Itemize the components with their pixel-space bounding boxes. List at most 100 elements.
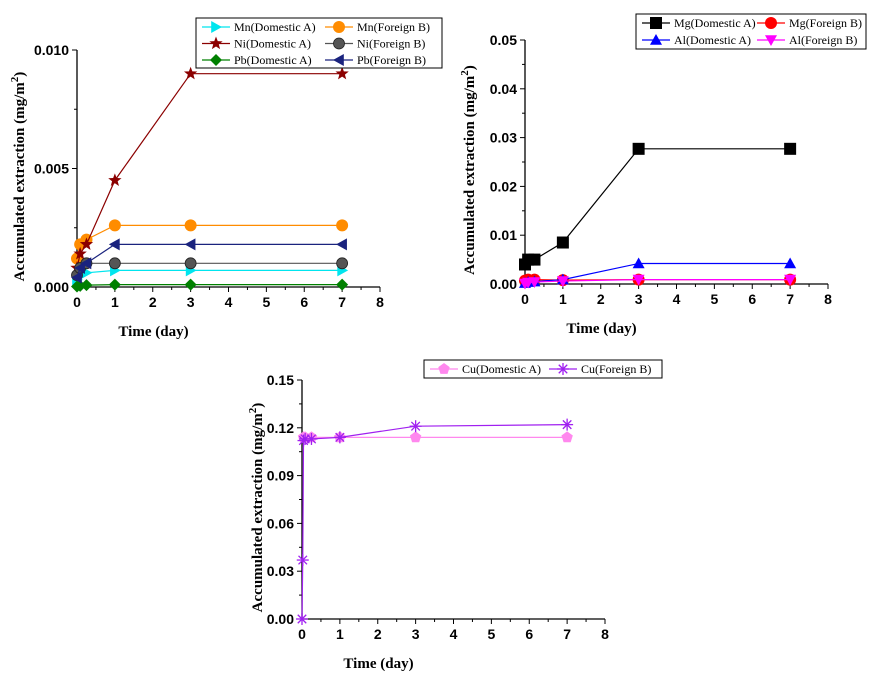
legend-label: Al(Domestic A) (674, 33, 751, 47)
chart-1: 0 1 2 3 4 5 6 7 8 0.000 0.005 0.010 Time (day) Accumu… (9, 17, 443, 340)
x-tick-label: 0 (521, 291, 529, 307)
y-axis-label-superscript: 2 (247, 407, 259, 413)
legend-marker (650, 17, 662, 29)
x-tick-label: 7 (786, 291, 794, 307)
legend-entry: Mg(Domestic A) (642, 16, 756, 30)
legend-label: Al(Foreign B) (789, 33, 857, 47)
x-tick-label: 5 (710, 291, 718, 307)
data-point (784, 274, 797, 286)
data-point (632, 274, 645, 286)
data-point (108, 173, 122, 187)
x-tick-label: 2 (149, 294, 157, 310)
legend-label: Mg(Foreign B) (789, 16, 862, 30)
legend: Cu(Domestic A) Cu(Foreign B) (423, 359, 663, 379)
y-tick-label: 0.02 (490, 178, 517, 194)
x-tick-label: 8 (376, 294, 384, 310)
y-axis-label-close: ) (12, 72, 28, 77)
legend-marker (211, 21, 222, 33)
series-line (76, 73, 343, 269)
chart-3: 0 1 2 3 4 5 6 7 8 0.00 0.03 0.06 0.09 0.12 0.15 Time (d… (247, 359, 663, 672)
series-pb-foreign-b- (71, 238, 347, 284)
x-axis-label: Time (day) (118, 324, 188, 340)
y-axis-label: Accumulated extraction (mg/m2) (9, 72, 28, 282)
legend-label: Cu(Foreign B) (581, 362, 651, 376)
y-tick-label: 0.15 (267, 372, 294, 388)
data-point (108, 257, 121, 270)
data-point (296, 613, 308, 625)
legend-frame (635, 13, 867, 50)
x-tick-label: 1 (336, 626, 344, 642)
series-al-foreign-b- (519, 274, 797, 290)
data-point (108, 219, 121, 232)
x-tick-label: 5 (262, 294, 270, 310)
x-tick-label: 8 (601, 626, 609, 642)
data-point (528, 277, 541, 289)
data-point (561, 431, 573, 443)
legend-marker (438, 363, 450, 374)
y-axis-label-superscript: 2 (9, 76, 21, 82)
legend-entry: Al(Domestic A) (642, 33, 751, 47)
legend-entry: Cu(Foreign B) (549, 362, 651, 376)
data-point (296, 554, 309, 567)
x-tick-label: 1 (559, 291, 567, 307)
legend-entry: Pb(Foreign B) (325, 53, 426, 67)
x-tick-label: 4 (225, 294, 233, 310)
x-tick-label: 1 (111, 294, 119, 310)
legend-frame (423, 359, 663, 379)
legend-marker (765, 17, 777, 29)
y-axis-label-close: ) (250, 403, 266, 408)
data-point (556, 276, 569, 288)
y-tick-label: 0.00 (267, 611, 294, 627)
y-tick-label: 0.005 (34, 161, 69, 177)
y-tick-label: 0.010 (34, 42, 69, 58)
x-tick-label: 3 (635, 291, 643, 307)
data-point (74, 262, 85, 275)
legend-entry: Pb(Domestic A) (202, 53, 312, 67)
legend-marker (557, 363, 569, 375)
y-axis-label-text: Accumulated extraction (mg/m (250, 413, 266, 613)
series-pb-domestic-a- (71, 278, 349, 293)
data-point (184, 219, 197, 232)
legend-entry: Mn(Foreign B) (325, 20, 430, 34)
x-tick-label: 3 (412, 626, 420, 642)
x-tick-label: 2 (597, 291, 605, 307)
x-tick-label: 7 (563, 626, 571, 642)
legend-label: Mg(Domestic A) (674, 16, 756, 30)
x-tick-label: 6 (525, 626, 533, 642)
legend-label: Mn(Foreign B) (357, 20, 430, 34)
legend-entry: Al(Foreign B) (757, 33, 857, 47)
legend-marker (333, 21, 345, 33)
data-point (336, 257, 349, 270)
legend-entry: Ni(Foreign B) (325, 37, 425, 51)
data-point (632, 257, 645, 269)
legend-marker (209, 36, 223, 50)
y-tick-label: 0.01 (490, 227, 517, 243)
legend-label: Pb(Foreign B) (357, 53, 426, 67)
legend-label: Mn(Domestic A) (234, 20, 316, 34)
legend-marker (333, 37, 345, 50)
legend-marker (210, 54, 222, 66)
x-tick-label: 6 (748, 291, 756, 307)
y-tick-label: 0.06 (267, 515, 294, 531)
x-tick-label: 4 (673, 291, 681, 307)
legend-label: Pb(Domestic A) (234, 53, 312, 67)
y-axis-label-close: ) (462, 65, 478, 70)
x-tick-label: 6 (300, 294, 308, 310)
legend-marker (765, 35, 777, 46)
data-point (80, 257, 92, 270)
data-point (335, 66, 349, 80)
x-tick-label: 0 (73, 294, 81, 310)
data-point (784, 257, 797, 269)
legend-marker (650, 34, 662, 45)
data-point (336, 238, 347, 251)
legend-entry: Mn(Domestic A) (202, 20, 316, 34)
y-tick-label: 0.12 (267, 420, 294, 436)
y-tick-label: 0.00 (490, 276, 517, 292)
y-axis-label: Accumulated extraction (mg/m2) (459, 65, 478, 275)
data-point (108, 278, 121, 291)
legend-entry: Mg(Foreign B) (757, 16, 862, 30)
data-point (184, 257, 197, 270)
x-tick-label: 5 (487, 626, 495, 642)
x-axis-label: Time (day) (566, 321, 636, 337)
data-point (183, 66, 198, 80)
